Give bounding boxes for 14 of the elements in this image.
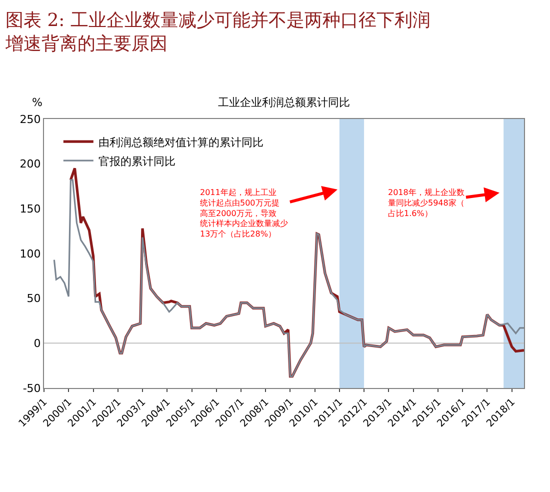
y-tick-label: 0	[34, 337, 41, 350]
y-tick-label: 100	[20, 247, 41, 260]
y-tick-label: 50	[26, 292, 41, 306]
legend-label: 官报的累计同比	[98, 154, 176, 168]
legend-label: 由利润总额绝对值计算的累计同比	[98, 136, 264, 149]
chart-subtitle: 工业企业利润总额累计同比	[218, 96, 350, 109]
y-tick-label: 150	[20, 202, 41, 216]
y-tick-label: -50	[22, 382, 41, 395]
y-tick-label: 250	[20, 112, 41, 126]
annotation: 2018年，规上企业数量同比减少5948家（占比1.6%）	[388, 188, 464, 218]
y-tick-label: 200	[20, 158, 41, 171]
chart-title: 图表 2: 工业企业数量减少可能并不是两种口径下利润增速背离的主要原因	[4, 10, 430, 54]
annotation: 2011年起，规上工业统计起点由500万元提高至2000万元，导致统计样本内企业数量减少13万个（占比28%）	[200, 188, 288, 239]
y-axis-title: %	[32, 96, 42, 109]
